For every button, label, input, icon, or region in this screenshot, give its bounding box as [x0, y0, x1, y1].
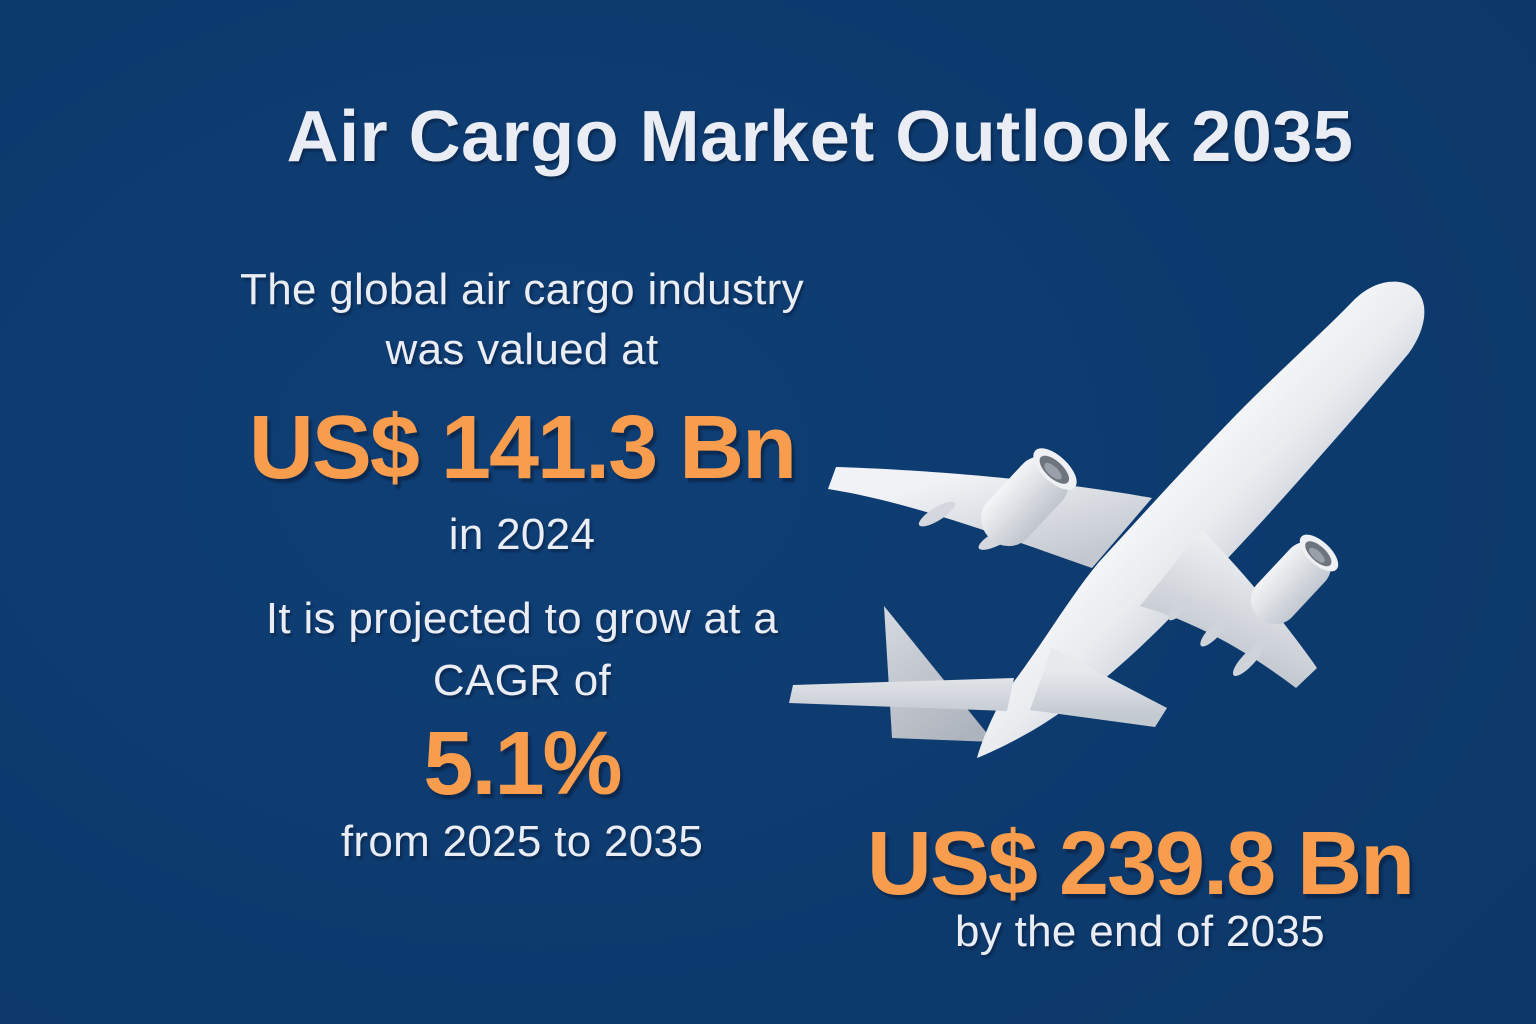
airplane-fuselage	[977, 281, 1425, 758]
intro-line-2: was valued at	[385, 325, 659, 374]
market-value-2024-caption: in 2024	[448, 510, 596, 559]
market-value-2035-caption: by the end of 2035	[955, 907, 1325, 956]
stats-left-column: The global air cargo industry was valued…	[182, 0, 862, 1024]
market-value-2024: US$ 141.3 Bn	[248, 398, 797, 498]
flap-fairing	[918, 501, 956, 527]
market-value-2035: US$ 239.8 Bn	[866, 814, 1415, 914]
intro-text: The global air cargo industry was valued…	[182, 260, 862, 380]
growth-line-2: CAGR of	[432, 656, 612, 705]
airplane-stabilizer-right	[1030, 648, 1167, 727]
stats-right-column: US$ 239.8 Bn by the end of 2035	[850, 0, 1430, 1024]
page-title: Air Cargo Market Outlook 2035	[286, 97, 1354, 177]
airplane-fin	[884, 606, 994, 742]
growth-text: It is projected to grow at a CAGR of	[182, 588, 862, 712]
intro-line-1: The global air cargo industry	[240, 265, 804, 314]
airplane-engine-left	[981, 448, 1077, 547]
growth-line-1: It is projected to grow at a	[265, 594, 779, 643]
cagr-caption: from 2025 to 2035	[340, 817, 704, 866]
flap-fairing	[1168, 595, 1192, 621]
flap-fairing	[1200, 617, 1228, 647]
airplane-wing-right	[1140, 530, 1317, 688]
airplane-engine-right	[1250, 534, 1339, 625]
airplane-stabilizer-left	[789, 678, 1014, 711]
cagr-value: 5.1%	[423, 714, 622, 814]
flap-fairing	[1232, 644, 1264, 676]
airplane-3d-icon	[789, 281, 1425, 758]
